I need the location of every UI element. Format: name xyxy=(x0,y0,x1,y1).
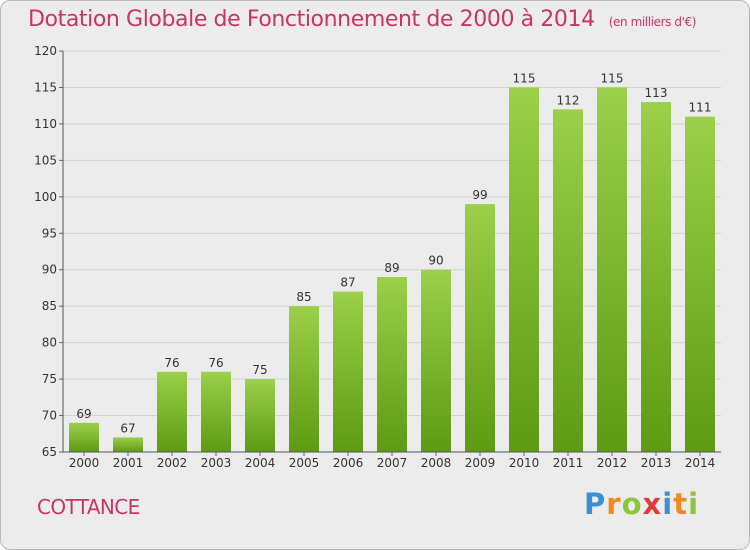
x-tick-label-2003: 2003 xyxy=(201,456,232,470)
chart-subtitle: (en milliers d'€) xyxy=(608,15,697,29)
x-tick-label-2005: 2005 xyxy=(289,456,320,470)
data-label-2007: 89 xyxy=(384,261,399,275)
data-label-2014: 111 xyxy=(689,101,712,115)
x-tick-label-2012: 2012 xyxy=(597,456,628,470)
bar-2004 xyxy=(245,379,275,452)
data-label-2004: 75 xyxy=(252,363,267,377)
y-tick-label: 105 xyxy=(34,153,57,167)
data-label-2003: 76 xyxy=(208,356,223,370)
x-tick-label-2004: 2004 xyxy=(245,456,276,470)
data-label-2000: 69 xyxy=(76,407,91,421)
x-tick-label-2002: 2002 xyxy=(157,456,188,470)
y-tick-label: 100 xyxy=(34,190,57,204)
data-label-2005: 85 xyxy=(296,290,311,304)
bar-2011 xyxy=(553,109,583,452)
y-tick-label: 95 xyxy=(42,226,57,240)
axis-layer: 65 70 75 80 85 90 95 100 105 110 115 120 2000 2001 200… xyxy=(34,44,721,470)
x-tick-label-2000: 2000 xyxy=(69,456,100,470)
bar-2014 xyxy=(685,116,715,453)
bar-2005 xyxy=(289,306,319,452)
chart-title: Dotation Globale de Fonctionnement de 20… xyxy=(28,7,696,32)
x-tick-label-2011: 2011 xyxy=(553,456,584,470)
y-tick-label: 70 xyxy=(42,409,57,423)
bar-2001 xyxy=(113,437,143,452)
x-tick-label-2001: 2001 xyxy=(113,456,144,470)
y-tick-label: 110 xyxy=(34,117,57,131)
x-tick-label-2014: 2014 xyxy=(685,456,716,470)
y-tick-label: 80 xyxy=(42,336,57,350)
bar-2009 xyxy=(465,204,495,452)
bar-2006 xyxy=(333,291,363,452)
y-tick-label: 120 xyxy=(34,44,57,58)
x-tick-label-2006: 2006 xyxy=(333,456,364,470)
bar-2012 xyxy=(597,87,627,453)
x-tick-label-2008: 2008 xyxy=(421,456,452,470)
data-label-2001: 67 xyxy=(120,421,135,435)
bar-2000 xyxy=(69,422,99,452)
data-label-2010: 115 xyxy=(513,71,536,85)
data-label-2013: 113 xyxy=(645,86,668,100)
y-tick-label: 75 xyxy=(42,372,57,386)
y-tick-label: 90 xyxy=(42,263,57,277)
data-label-2009: 99 xyxy=(472,188,487,202)
bar-2013 xyxy=(641,102,671,452)
bar-2002 xyxy=(157,371,187,452)
y-tick-label: 65 xyxy=(42,445,57,459)
bar-2010 xyxy=(509,87,539,453)
x-tick-label-2010: 2010 xyxy=(509,456,540,470)
bar-2008 xyxy=(421,269,451,452)
bar-layer: 69 67 76 76 75 85 87 89 90 99 115 112 115 113 111 xyxy=(69,71,715,453)
x-tick-label-2013: 2013 xyxy=(641,456,672,470)
x-tick-label-2007: 2007 xyxy=(377,456,408,470)
y-tick-label: 85 xyxy=(42,299,57,313)
data-label-2008: 90 xyxy=(428,254,443,268)
proxiti-logo: Proxiti xyxy=(584,487,700,521)
bar-2003 xyxy=(201,371,231,452)
x-tick-label-2009: 2009 xyxy=(465,456,496,470)
bar-2007 xyxy=(377,277,407,452)
chart-title-text: Dotation Globale de Fonctionnement de 20… xyxy=(28,7,595,32)
data-label-2006: 87 xyxy=(340,276,355,290)
y-tick-label: 115 xyxy=(34,80,57,94)
commune-name: COTTANCE xyxy=(37,495,140,519)
data-label-2012: 115 xyxy=(601,71,624,85)
data-label-2002: 76 xyxy=(164,356,179,370)
data-label-2011: 112 xyxy=(557,93,580,107)
